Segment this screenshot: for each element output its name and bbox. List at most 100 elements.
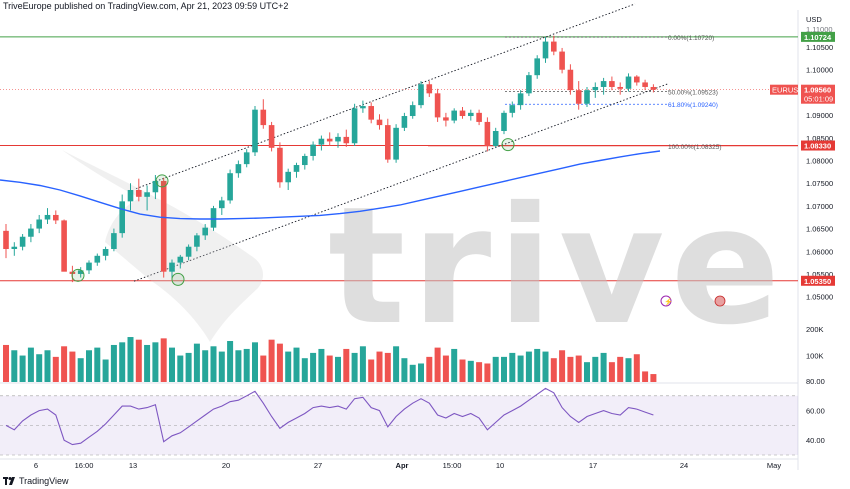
- volume-bar: [3, 344, 9, 382]
- volume-bar: [260, 355, 267, 382]
- axes: USD1.110001.105001.100001.095001.090001.…: [34, 15, 835, 470]
- candle-body: [459, 110, 466, 117]
- volume-bar: [542, 351, 549, 382]
- candle-body: [177, 256, 184, 263]
- candle-body: [575, 90, 582, 104]
- candle-body: [11, 246, 18, 249]
- candle-body: [318, 138, 325, 145]
- volume-bar: [11, 350, 18, 382]
- price-tag: [801, 275, 835, 286]
- candle-body: [343, 136, 350, 144]
- candle-body: [28, 228, 34, 237]
- volume-bar: [642, 371, 649, 382]
- x-tick-label: 27: [314, 461, 322, 470]
- candle-body: [650, 86, 657, 90]
- candle-body: [77, 270, 84, 274]
- y-tick-label: 1.07000: [806, 202, 833, 211]
- volume-bar: [592, 356, 599, 382]
- price-tag: [801, 31, 835, 42]
- volume-bar: [44, 350, 51, 382]
- volume-bar: [517, 355, 524, 382]
- fibonacci-label: 100.00%(1.08325): [668, 144, 722, 151]
- moving-average: [0, 150, 661, 220]
- volume-bar: [509, 352, 516, 382]
- volume-bar: [86, 350, 92, 382]
- candle-body: [210, 208, 217, 228]
- candle-body: [44, 214, 51, 220]
- candle-body: [567, 69, 574, 91]
- volume-bar: [608, 362, 615, 382]
- pivot-marker: [501, 138, 515, 152]
- symbol-tag: [770, 84, 798, 95]
- candle-body: [559, 51, 565, 70]
- volume-bar: [650, 374, 657, 382]
- candle-body: [584, 90, 590, 104]
- pivot-marker: [171, 272, 185, 286]
- candle-body: [492, 131, 499, 146]
- y-tick-label: 1.10000: [806, 66, 833, 75]
- fibonacci-label: 50.00%(1.09523): [668, 89, 718, 96]
- candle-body: [227, 173, 233, 201]
- candle-body: [351, 108, 358, 144]
- volume-bar: [310, 352, 317, 382]
- volume-bar: [600, 352, 607, 382]
- candle-body: [160, 180, 167, 272]
- volume-bar: [227, 341, 234, 382]
- candle-body: [94, 255, 101, 263]
- volume-bar: [393, 346, 400, 382]
- y-tick-label: 1.06500: [806, 225, 833, 234]
- volume-bar: [575, 355, 582, 382]
- candle-body: [360, 106, 366, 109]
- candle-body: [642, 82, 648, 87]
- candle-body: [53, 214, 59, 221]
- currency-label: USD: [806, 15, 822, 24]
- candle-body: [434, 93, 441, 118]
- x-tick-label: 15:00: [443, 461, 462, 470]
- x-tick-label: 13: [129, 461, 137, 470]
- footer: TradingView: [3, 476, 69, 486]
- candle-body: [625, 76, 632, 89]
- volume-bar: [534, 348, 541, 382]
- x-tick-label: 24: [680, 461, 688, 470]
- lightning-event-glyph: ⚡: [664, 297, 673, 306]
- x-tick-label: Apr: [396, 461, 409, 470]
- volume-bar: [135, 339, 142, 382]
- tradingview-logo-icon: [3, 477, 15, 485]
- volume-bar: [625, 358, 632, 382]
- price-tag-label: 1.09560: [804, 86, 831, 95]
- price-tag: [801, 84, 835, 104]
- volume-bar: [110, 344, 117, 382]
- volume-bar: [550, 358, 557, 382]
- volume-bar: [94, 347, 101, 382]
- volume-tick-label: 100K: [806, 352, 824, 361]
- rsi-pane: [0, 387, 798, 456]
- volume-bar: [152, 342, 159, 382]
- y-tick-label: 1.05500: [806, 270, 833, 279]
- candle-body: [551, 41, 557, 52]
- volume-bar: [301, 358, 308, 382]
- volume-bar: [218, 351, 225, 382]
- candle-body: [443, 117, 449, 121]
- volume-bar: [343, 348, 350, 382]
- candle-body: [393, 127, 399, 160]
- volume-bar: [376, 351, 383, 382]
- y-tick-label: 1.08000: [806, 157, 833, 166]
- x-tick-label: 20: [222, 461, 230, 470]
- volume-bar: [409, 364, 416, 382]
- volume-bar: [467, 360, 474, 382]
- volume-bar: [285, 351, 292, 382]
- volume-bar: [185, 352, 192, 382]
- candle-body: [152, 180, 159, 193]
- watermark-text: trive: [328, 173, 786, 361]
- lightning-event-icon: [660, 295, 672, 307]
- volume-bar: [144, 344, 151, 382]
- footer-brand: TradingView: [19, 476, 69, 486]
- y-tick-label: 1.06000: [806, 247, 833, 256]
- volume-bar: [426, 356, 433, 382]
- y-tick-label: 1.08500: [806, 134, 833, 143]
- candle-body: [185, 246, 192, 257]
- volume-bar: [77, 358, 84, 382]
- volume-bar: [127, 337, 134, 382]
- volume-bar: [617, 356, 624, 382]
